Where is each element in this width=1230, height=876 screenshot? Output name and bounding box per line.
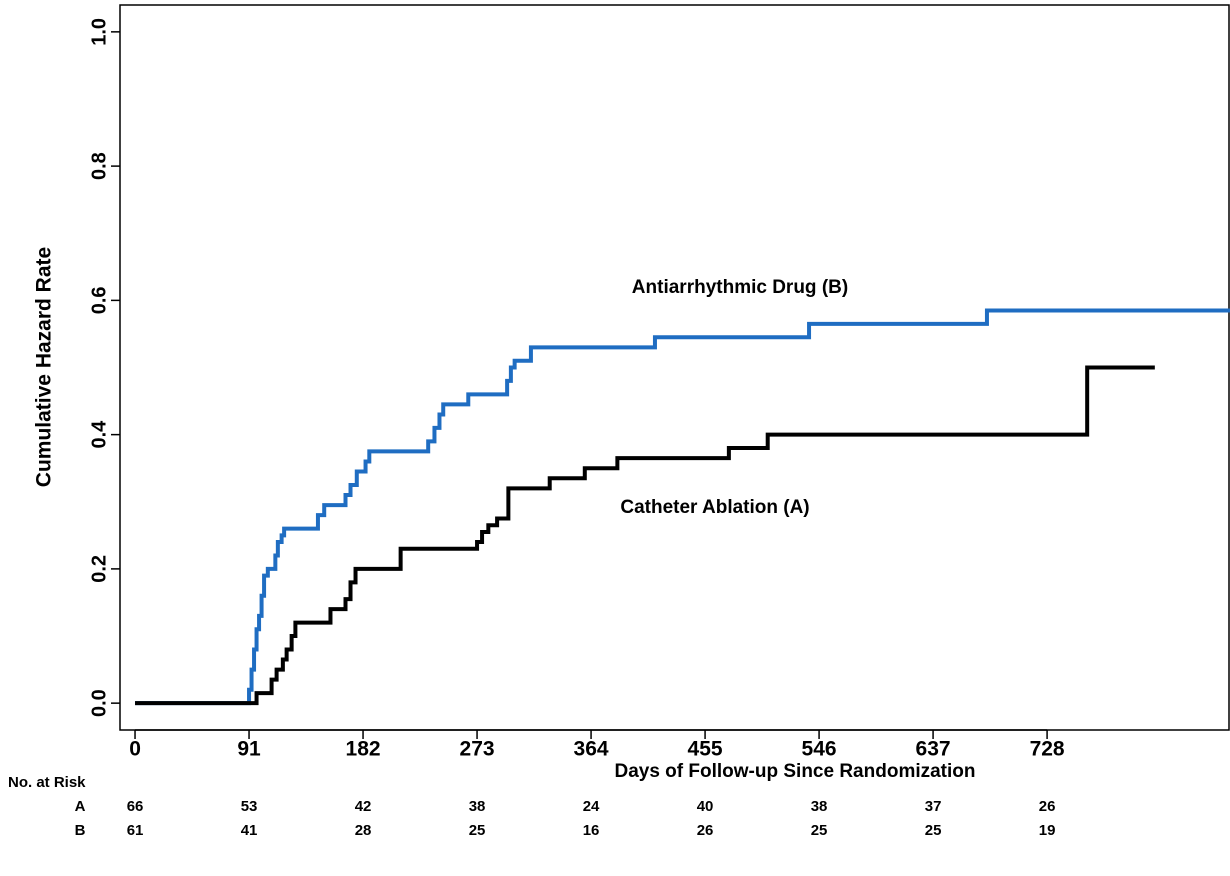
y-tick-label: 0.2 [88,555,110,583]
risk-count: 28 [355,822,372,839]
x-tick-label: 455 [688,738,723,761]
risk-count: 26 [697,822,714,839]
plot-frame [119,4,1230,731]
x-tick-label: 0 [129,738,141,761]
x-tick-label: 546 [802,738,837,761]
risk-count: 53 [241,798,258,815]
x-tick-label: 182 [346,738,381,761]
risk-row-label: B [75,822,86,839]
x-tick-label: 364 [574,738,609,761]
risk-count: 38 [469,798,486,815]
risk-count: 25 [811,822,828,839]
risk-count: 61 [127,822,144,839]
x-axis-label: Days of Follow-up Since Randomization [614,761,975,782]
risk-count: 25 [469,822,486,839]
y-tick-label: 0.8 [88,152,110,180]
x-tick-label: 637 [916,738,951,761]
risk-count: 66 [127,798,144,815]
risk-count: 40 [697,798,714,815]
risk-table-title: No. at Risk [8,774,86,791]
risk-count: 25 [925,822,942,839]
x-tick-label: 273 [460,738,495,761]
risk-count: 24 [583,798,600,815]
risk-row-label: A [75,798,86,815]
risk-count: 16 [583,822,600,839]
x-tick-label: 91 [237,738,261,761]
x-tick-label: 728 [1030,738,1065,761]
curve-label: Catheter Ablation (A) [620,497,809,518]
y-tick-label: 0.4 [88,420,110,449]
y-tick-label: 0.0 [88,689,110,717]
risk-count: 41 [241,822,258,839]
step-line [135,308,1230,706]
y-tick-label: 0.6 [88,286,110,314]
y-tick-label: 1.0 [88,18,110,46]
curve-label: Antiarrhythmic Drug (B) [632,277,848,298]
y-axis-label: Cumulative Hazard Rate [33,247,56,487]
step-line [135,365,1155,706]
risk-count: 19 [1039,822,1056,839]
risk-count: 26 [1039,798,1056,815]
risk-count: 42 [355,798,372,815]
risk-count: 38 [811,798,828,815]
risk-count: 37 [925,798,942,815]
